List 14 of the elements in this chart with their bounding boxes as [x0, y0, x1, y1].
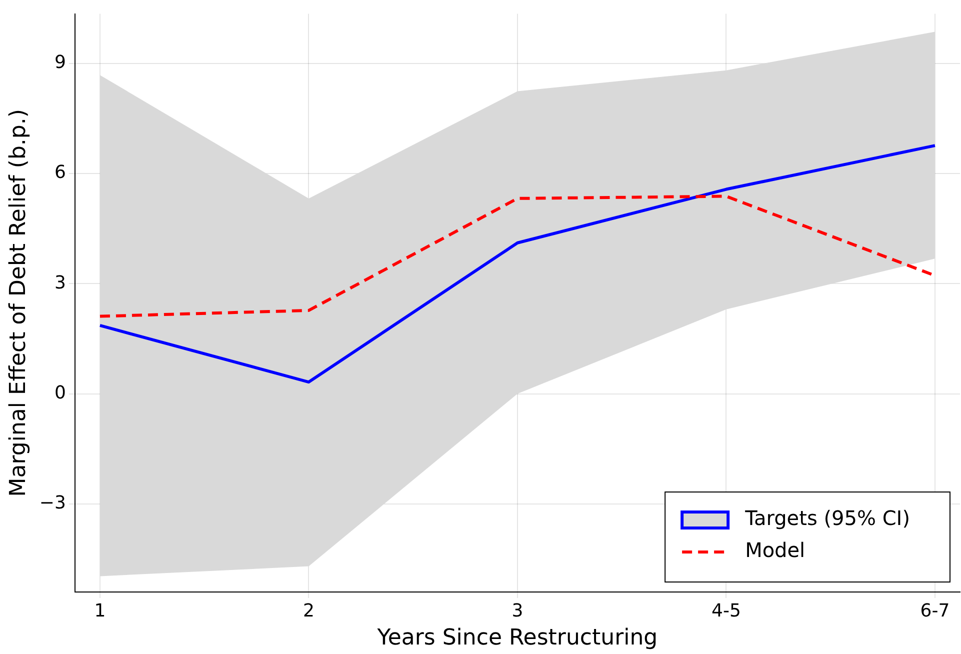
- x-axis-title: Years Since Restructuring: [376, 626, 658, 651]
- x-tick-label: 2: [303, 600, 314, 622]
- y-tick-label: 0: [54, 382, 66, 404]
- y-tick-label: 3: [54, 272, 66, 294]
- x-tick-label: 4-5: [712, 600, 741, 622]
- x-tick-label: 1: [94, 600, 106, 622]
- legend-label: Model: [745, 538, 806, 562]
- y-tick-label: 6: [54, 162, 66, 184]
- x-tick-label: 6-7: [920, 600, 950, 622]
- x-tick-label: 3: [512, 600, 524, 622]
- y-tick-label: 9: [54, 52, 66, 74]
- legend-label: Targets (95% CI): [744, 506, 910, 530]
- y-axis-title: Marginal Effect of Debt Relief (b.p.): [6, 109, 31, 497]
- y-tick-label: −3: [39, 492, 66, 514]
